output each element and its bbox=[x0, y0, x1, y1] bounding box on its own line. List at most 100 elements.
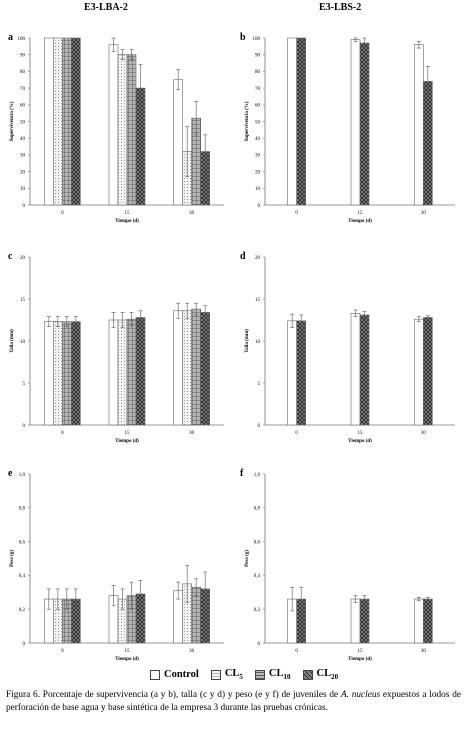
bar-control-0 bbox=[44, 37, 54, 206]
y-tick-label: 10 bbox=[255, 187, 261, 192]
legend-item-control: Control bbox=[150, 669, 199, 680]
bar-cl20-30 bbox=[200, 312, 210, 426]
y-tick-label: 0 bbox=[258, 424, 261, 429]
legend-item-cl10: CL10 bbox=[254, 668, 291, 682]
x-tick-label: 30 bbox=[189, 649, 195, 654]
figure-caption: Figura 6. Porcentaje de supervivencia (a… bbox=[6, 690, 461, 713]
panel-label: a bbox=[8, 32, 13, 43]
x-tick-label: 0 bbox=[295, 649, 298, 654]
x-tick-label: 30 bbox=[421, 431, 427, 436]
y-tick-label: 10 bbox=[20, 340, 26, 345]
bar-cl20-30 bbox=[423, 317, 433, 426]
bar-control-0 bbox=[287, 320, 297, 426]
x-axis-label: Tiempo (d) bbox=[115, 439, 139, 444]
y-tick-label: 0 bbox=[23, 204, 26, 209]
y-tick-label: 0,4 bbox=[19, 574, 26, 579]
bar-control-15 bbox=[108, 319, 119, 426]
x-tick-label: 15 bbox=[358, 431, 364, 436]
y-tick-label: 0,2 bbox=[19, 608, 26, 613]
x-tick-label: 15 bbox=[358, 211, 364, 216]
bar-cl5-15 bbox=[117, 54, 128, 206]
panel-label: f bbox=[240, 468, 244, 479]
y-tick-label: 10 bbox=[255, 340, 261, 345]
x-tick-label: 0 bbox=[295, 211, 298, 216]
bar-control-0 bbox=[44, 321, 54, 426]
y-tick-label: 5 bbox=[258, 382, 261, 387]
x-tick-label: 0 bbox=[295, 431, 298, 436]
y-tick-label: 70 bbox=[255, 87, 261, 92]
bar-cl10-0 bbox=[62, 37, 72, 206]
x-tick-label: 30 bbox=[189, 211, 195, 216]
y-tick-label: 50 bbox=[20, 120, 26, 125]
legend-label: CL5 bbox=[224, 668, 243, 682]
y-axis-label: Peso (g) bbox=[10, 550, 15, 567]
bar-cl20-30 bbox=[423, 598, 433, 644]
y-axis-label: Supervivencia (%) bbox=[245, 101, 250, 141]
x-tick-label: 30 bbox=[421, 211, 427, 216]
y-tick-label: 40 bbox=[20, 137, 26, 142]
x-tick-label: 15 bbox=[125, 211, 131, 216]
left-column-title: E3-LBA-2 bbox=[84, 2, 128, 13]
bar-cl20-15 bbox=[135, 317, 146, 426]
bar-cl10-0 bbox=[62, 321, 72, 426]
bar-cl10-15 bbox=[126, 318, 137, 426]
legend-swatch-cross bbox=[302, 669, 313, 680]
y-axis-label: Supervivencia (%) bbox=[10, 101, 15, 141]
y-tick-label: 70 bbox=[20, 87, 26, 92]
bar-cl20-0 bbox=[71, 321, 81, 426]
y-tick-label: 20 bbox=[20, 256, 26, 261]
x-tick-label: 15 bbox=[125, 649, 131, 654]
bar-cl20-15 bbox=[359, 42, 370, 206]
y-tick-label: 1,0 bbox=[19, 473, 26, 478]
x-tick-label: 0 bbox=[61, 211, 64, 216]
y-tick-label: 5 bbox=[23, 382, 26, 387]
bar-control-15 bbox=[350, 312, 361, 426]
y-tick-label: 0 bbox=[258, 204, 261, 209]
bar-control-15 bbox=[108, 44, 119, 206]
y-tick-label: 20 bbox=[20, 170, 26, 175]
legend-item-cl20: CL20 bbox=[302, 668, 339, 682]
x-axis-label: Tiempo (d) bbox=[348, 219, 372, 224]
bar-cl20-0 bbox=[71, 37, 81, 206]
y-tick-label: 60 bbox=[20, 104, 26, 109]
y-tick-label: 90 bbox=[255, 54, 261, 59]
legend-swatch-grid bbox=[254, 669, 265, 680]
bar-cl5-0 bbox=[53, 321, 63, 426]
bar-control-0 bbox=[287, 37, 297, 206]
x-tick-label: 30 bbox=[189, 431, 195, 436]
y-tick-label: 80 bbox=[255, 70, 261, 75]
bar-control-30 bbox=[414, 44, 424, 206]
y-tick-label: 0 bbox=[258, 642, 261, 647]
x-tick-label: 15 bbox=[358, 649, 364, 654]
x-tick-label: 30 bbox=[421, 649, 427, 654]
y-tick-label: 20 bbox=[255, 170, 261, 175]
bar-control-30 bbox=[173, 310, 183, 426]
y-tick-label: 0,6 bbox=[19, 540, 26, 545]
bar-cl20-0 bbox=[296, 37, 306, 206]
bar-control-15 bbox=[350, 598, 361, 644]
legend-label: Control bbox=[164, 669, 199, 681]
x-tick-label: 0 bbox=[61, 431, 64, 436]
y-axis-label: Talla (mm) bbox=[245, 329, 250, 353]
bar-cl20-15 bbox=[359, 314, 370, 426]
bar-control-30 bbox=[173, 79, 183, 206]
bar-cl20-0 bbox=[296, 320, 306, 426]
bar-cl20-15 bbox=[359, 598, 370, 644]
y-tick-label: 50 bbox=[255, 120, 261, 125]
panel-label: c bbox=[8, 251, 13, 262]
bar-control-30 bbox=[414, 598, 424, 644]
bar-cl5-15 bbox=[117, 319, 128, 426]
y-tick-label: 0,8 bbox=[19, 507, 26, 512]
legend-label: CL20 bbox=[316, 668, 339, 682]
legend-label: CL10 bbox=[268, 668, 291, 682]
y-tick-label: 0 bbox=[23, 424, 26, 429]
panel-label: b bbox=[240, 32, 246, 43]
x-axis-label: Tiempo (d) bbox=[115, 219, 139, 224]
bar-control-30 bbox=[414, 318, 424, 426]
y-tick-label: 40 bbox=[255, 137, 261, 142]
bar-control-15 bbox=[350, 39, 361, 206]
right-column-title: E3-LBS-2 bbox=[319, 2, 362, 13]
legend-item-cl5: CL5 bbox=[210, 668, 243, 682]
y-tick-label: 15 bbox=[20, 298, 26, 303]
